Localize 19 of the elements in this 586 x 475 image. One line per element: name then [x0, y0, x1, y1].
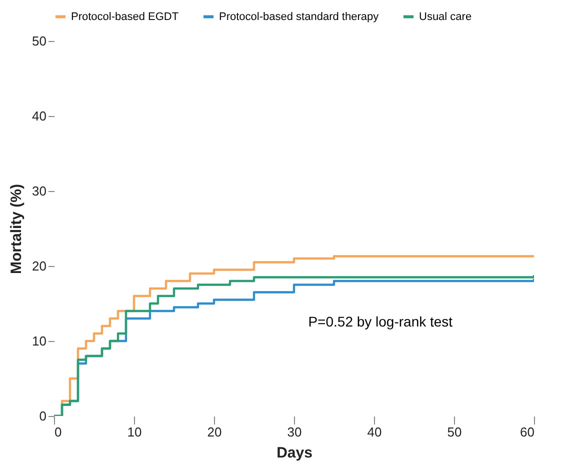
legend-label: Protocol-based EGDT — [71, 10, 179, 23]
x-tick-label: 60 — [520, 424, 534, 440]
y-tick-label: 0 — [39, 408, 46, 424]
x-axis-title: Days — [276, 444, 312, 462]
x-tick-label: 30 — [287, 424, 302, 440]
y-tick-label: 50 — [32, 34, 46, 48]
x-tick-label: 20 — [207, 424, 222, 440]
y-tick-label: 10 — [32, 334, 46, 348]
x-tick-label: 40 — [367, 424, 382, 440]
x-tick-label: 0 — [54, 424, 62, 440]
y-axis-title: Mortality (%) — [8, 184, 26, 274]
y-tick-label: 20 — [32, 258, 46, 274]
x-tick-label: 50 — [447, 424, 462, 440]
y-tick-label: 30 — [32, 184, 46, 198]
x-tick-label: 10 — [127, 424, 142, 440]
legend-label: Usual care — [419, 10, 472, 23]
y-tick-label: 40 — [32, 108, 46, 124]
legend-label: Protocol-based standard therapy — [219, 10, 380, 23]
annotation: P=0.52 by log-rank test — [308, 313, 453, 330]
